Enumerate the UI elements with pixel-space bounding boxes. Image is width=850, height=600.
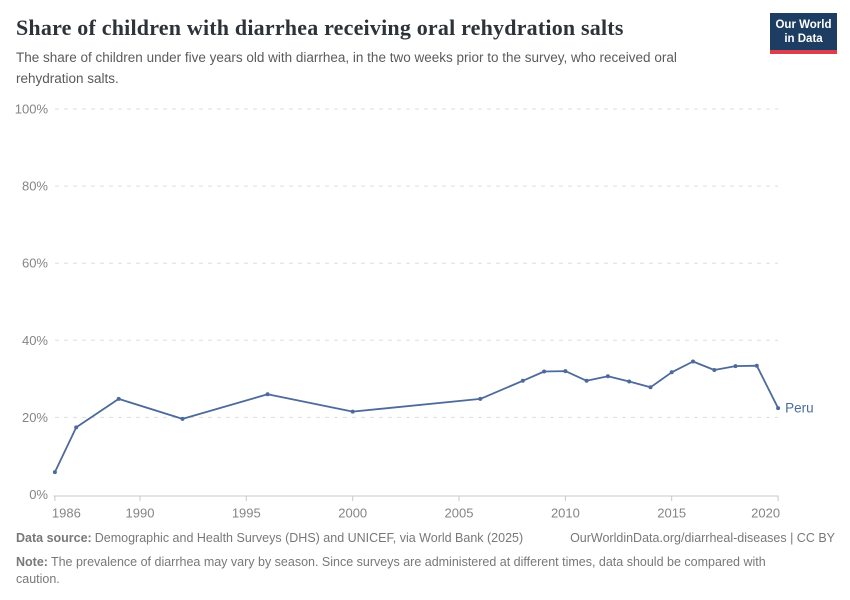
x-axis: 1986 1990 1995 2000 2005 2010 2015 2020 xyxy=(52,495,780,521)
owid-logo-line2: in Data xyxy=(784,33,823,46)
x-tick-label: 2020 xyxy=(751,506,780,521)
x-tick-label: 1995 xyxy=(232,506,261,521)
data-point[interactable] xyxy=(627,379,632,384)
chart-footer: Data source: Demographic and Health Surve… xyxy=(16,530,835,589)
data-point[interactable] xyxy=(116,396,121,401)
data-point[interactable] xyxy=(74,425,79,430)
data-point[interactable] xyxy=(733,364,738,369)
data-point[interactable] xyxy=(648,385,653,390)
data-source: Data source: Demographic and Health Surve… xyxy=(16,530,523,548)
data-point[interactable] xyxy=(265,392,270,397)
chart-note: Note: The prevalence of diarrhea may vary… xyxy=(16,554,799,589)
data-point[interactable] xyxy=(776,406,781,411)
y-tick-label: 60% xyxy=(22,256,48,271)
data-point[interactable] xyxy=(584,378,589,383)
data-point[interactable] xyxy=(520,378,525,383)
chart-header: Share of children with diarrhea receivin… xyxy=(0,0,850,90)
x-tick-label: 2010 xyxy=(551,506,580,521)
x-tick-label: 2000 xyxy=(338,506,367,521)
page-title: Share of children with diarrhea receivin… xyxy=(16,15,624,40)
owid-logo[interactable]: Our World in Data xyxy=(770,13,837,54)
x-tick-label: 2015 xyxy=(657,506,686,521)
data-point[interactable] xyxy=(605,374,610,379)
data-point[interactable] xyxy=(712,368,717,372)
data-point[interactable] xyxy=(691,359,695,364)
series-group: Peru xyxy=(52,359,814,475)
data-point[interactable] xyxy=(478,396,483,401)
data-point[interactable] xyxy=(542,369,547,374)
entity-label-peru[interactable]: Peru xyxy=(785,401,814,416)
data-source-label: Data source: xyxy=(16,531,92,545)
data-point[interactable] xyxy=(350,409,355,414)
note-label: Note: xyxy=(16,554,48,569)
line-peru[interactable] xyxy=(54,360,779,473)
owid-url-link[interactable]: OurWorldinData.org/diarrheal-diseases | … xyxy=(570,531,835,545)
x-tick-label: 1990 xyxy=(126,506,155,521)
gridlines: 0% 20% 40% 60% 80% 100% xyxy=(15,102,778,502)
data-point[interactable] xyxy=(754,363,759,368)
x-tick-label: 2005 xyxy=(445,506,474,521)
y-tick-label: 0% xyxy=(29,487,48,502)
note-text: The prevalence of diarrhea may vary by s… xyxy=(16,554,766,587)
y-tick-label: 100% xyxy=(15,102,49,117)
y-tick-label: 40% xyxy=(22,333,48,348)
y-tick-label: 80% xyxy=(22,179,48,194)
data-point[interactable] xyxy=(52,470,57,475)
x-tick-label: 1986 xyxy=(52,506,81,521)
y-tick-label: 20% xyxy=(22,410,48,425)
data-point[interactable] xyxy=(563,369,568,374)
data-point[interactable] xyxy=(180,416,185,421)
owid-logo-line1: Our World xyxy=(775,19,832,31)
data-source-text: Demographic and Health Surveys (DHS) and… xyxy=(94,531,524,545)
chart-subtitle: The share of children under five years o… xyxy=(16,50,677,87)
data-point[interactable] xyxy=(669,370,674,375)
